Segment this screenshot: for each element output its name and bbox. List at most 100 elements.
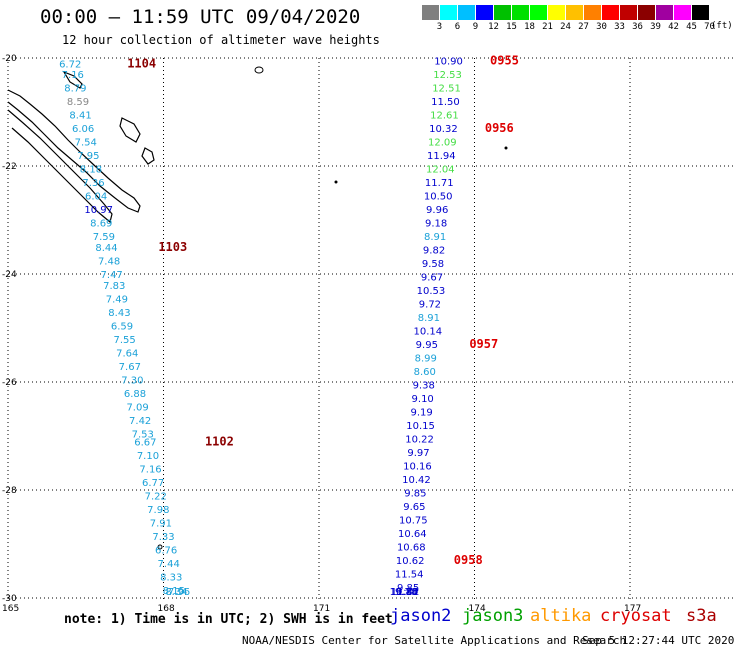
- wave-height-label: 9.19: [410, 408, 432, 419]
- wave-height-label: 10.22: [405, 435, 434, 446]
- wave-height-label: 6.04: [85, 192, 107, 203]
- wave-height-label: 8.41: [69, 111, 91, 122]
- wave-height-label: 9.97: [407, 448, 429, 459]
- wave-height-label: 9.85: [404, 489, 426, 500]
- wave-height-label: 6.88: [124, 389, 146, 400]
- wave-height-label: 7.95: [77, 151, 99, 162]
- satellite-name: altika: [530, 606, 592, 626]
- wave-height-label: 12.53: [433, 70, 462, 81]
- wave-height-label: 10.50: [424, 192, 453, 203]
- wave-height-label: 9.67: [421, 273, 443, 284]
- wave-height-label: 9.80: [396, 587, 418, 598]
- legend-swatch: [656, 5, 673, 20]
- island-3: [504, 146, 508, 150]
- wave-height-label: 6.59: [111, 321, 133, 332]
- wave-height-label: 10.53: [417, 286, 446, 297]
- map-title: 00:00 – 11:59 UTC 09/04/2020: [40, 6, 361, 28]
- satellite-name: jason2: [390, 606, 452, 626]
- legend-label: 6: [454, 22, 461, 32]
- wave-height-label: 8.59: [67, 97, 89, 108]
- legend-label: 12: [488, 22, 499, 32]
- pass-time-label: 1102: [205, 434, 234, 448]
- satellite-tracks: 6.727.168.798.598.416.067.547.958.187.36…: [59, 57, 463, 598]
- wave-height-label: 8.69: [90, 219, 112, 230]
- wave-height-label: 12.09: [428, 138, 457, 149]
- lat-label: -30: [2, 594, 17, 604]
- wave-height-label: 8.91: [424, 232, 446, 243]
- lon-label: 174: [469, 604, 486, 614]
- wave-height-label: 7.49: [106, 294, 128, 305]
- legend-swatch: [602, 5, 619, 20]
- pass-time-label: 1103: [158, 240, 187, 254]
- wave-height-label: 10.16: [403, 462, 432, 473]
- wave-height-label: 10.15: [406, 421, 435, 432]
- lon-label: 165: [2, 604, 19, 614]
- lon-label: 171: [313, 604, 330, 614]
- wave-height-label: 10.62: [396, 556, 425, 567]
- wave-height-label: 7.96: [168, 587, 190, 598]
- wave-height-label: 7.16: [62, 70, 84, 81]
- legend-label: 3: [436, 22, 443, 32]
- legend-label: 70: [704, 22, 715, 32]
- wave-height-label: 11.42: [391, 587, 420, 598]
- legend-swatch: [458, 5, 475, 20]
- pass-time-label: 0956: [485, 121, 514, 135]
- wave-height-label: 7.09: [126, 402, 148, 413]
- legend-swatch: [512, 5, 529, 20]
- wave-height-label: 7.83: [103, 281, 125, 292]
- legend-label: 24: [560, 22, 571, 32]
- wave-height-label: 7.36: [82, 178, 104, 189]
- wave-height-label: 9.85: [397, 583, 419, 594]
- satellite-name: cryosat: [600, 606, 672, 626]
- satellite-name: s3a: [686, 606, 717, 626]
- wave-height-label: 11.50: [431, 97, 460, 108]
- wave-height-label: 8.44: [95, 243, 117, 254]
- wave-height-label: 7.44: [158, 559, 180, 570]
- lon-label: 168: [158, 604, 175, 614]
- legend-swatch: [494, 5, 511, 20]
- wave-height-label: 9.10: [412, 394, 434, 405]
- pass-time-label: 1104: [127, 56, 156, 70]
- wave-height-label: 9.78: [395, 587, 417, 598]
- wave-height-label: 11.71: [425, 178, 454, 189]
- wave-height-label: 9.72: [419, 300, 441, 311]
- wave-height-label: 10.90: [434, 57, 463, 68]
- pass-time-label: 0958: [454, 553, 483, 567]
- legend-label: 18: [524, 22, 535, 32]
- pass-time-label: 0955: [490, 54, 519, 68]
- wave-height-label: 9.58: [422, 259, 444, 270]
- legend-swatch: [440, 5, 457, 20]
- legend-label: 9: [472, 22, 479, 32]
- wave-height-label: 7.54: [75, 138, 97, 149]
- wave-height-label: 7.91: [150, 518, 172, 529]
- wave-height-label: 7.59: [93, 232, 115, 243]
- wave-height-label: 7.64: [116, 348, 138, 359]
- legend-swatch: [638, 5, 655, 20]
- timestamp: Sep 5 12:27:44 UTC 2020: [582, 634, 735, 647]
- wave-height-label: 7.30: [121, 375, 143, 386]
- legend-label: 36: [632, 22, 643, 32]
- wave-height-label: 10.32: [429, 124, 458, 135]
- time-labels: 1104 1103 1102 0955 0956 0957 0958: [127, 54, 519, 568]
- wave-height-label: 12.51: [432, 84, 461, 95]
- wave-height-label: 7.53: [132, 429, 154, 440]
- legend-swatch: [422, 5, 439, 20]
- wave-height-label: 7.55: [113, 335, 135, 346]
- wave-height-label: 9.65: [403, 502, 425, 513]
- wave-height-label: 7.98: [147, 505, 169, 516]
- wave-height-label: 11.94: [427, 151, 456, 162]
- wave-height-label: 9.18: [425, 219, 447, 230]
- wave-height-label: 7.48: [98, 257, 120, 268]
- wave-height-label: 9.82: [423, 246, 445, 257]
- legend-label: 15: [506, 22, 517, 32]
- wave-height-label: 8.60: [414, 367, 436, 378]
- wave-height-label: 7.10: [137, 451, 159, 462]
- wave-height-label: 9.95: [416, 340, 438, 351]
- wave-height-label: 7.33: [152, 532, 174, 543]
- legend-swatch: [674, 5, 691, 20]
- footer-note: note: 1) Time is in UTC; 2) SWH is in fe…: [64, 612, 393, 627]
- wave-height-label: 8.18: [80, 165, 102, 176]
- wave-height-label: 9.38: [413, 381, 435, 392]
- pass-time-label: 0957: [469, 337, 498, 351]
